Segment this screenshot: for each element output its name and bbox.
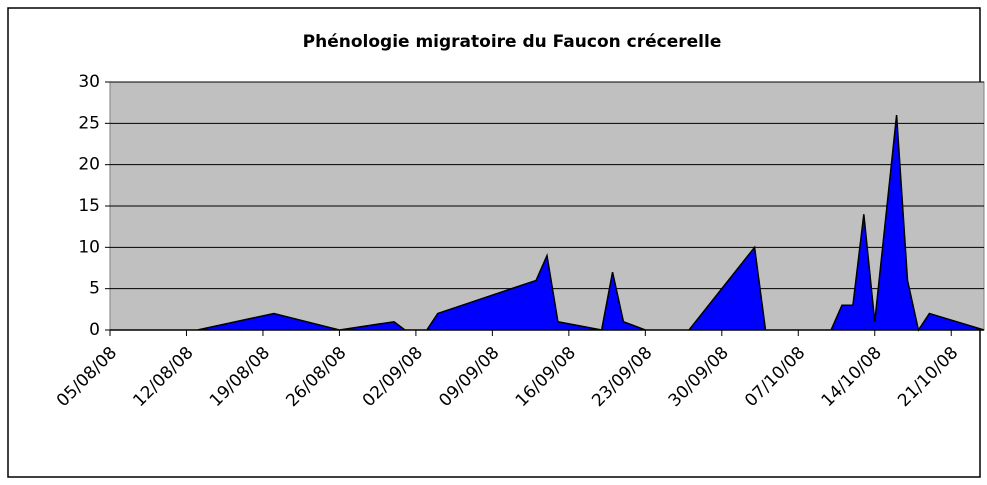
y-tick-label: 5 (89, 279, 100, 299)
chart-title: Phénologie migratoire du Faucon crécerel… (303, 32, 722, 52)
y-tick-label: 10 (78, 237, 100, 257)
y-tick-label: 20 (78, 155, 100, 175)
y-tick-label: 15 (78, 196, 100, 216)
y-tick-label: 25 (78, 113, 100, 133)
y-tick-label: 30 (78, 72, 100, 92)
y-tick-label: 0 (89, 320, 100, 340)
